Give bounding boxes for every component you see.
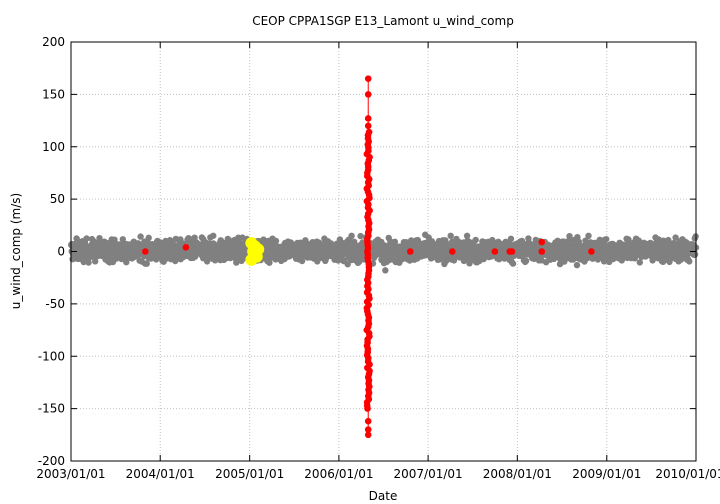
normal-point [472, 236, 479, 244]
normal-point [83, 235, 90, 242]
flagged-point [182, 244, 190, 251]
x-tick-label: 2008/01/01 [483, 467, 552, 481]
normal-point [85, 259, 92, 266]
flagged-point [364, 91, 372, 98]
flagged-point [364, 122, 372, 130]
y-tick-label: -100 [38, 349, 65, 363]
x-axis-ticks: 2003/01/01 2004/01/01 2005/01/01 2006/01/01… [36, 42, 720, 481]
normal-point [677, 256, 685, 263]
normal-point [443, 240, 450, 247]
highlight-data-layer [245, 237, 265, 266]
y-axis-ticks: -200 -150 -100 -50 0 50 100 150 200 [38, 35, 696, 468]
normal-point [585, 232, 592, 239]
flagged-point [508, 248, 516, 255]
y-axis-label: u_wind_comp (m/s) [9, 193, 23, 309]
x-tick-label: 2005/01/01 [215, 467, 284, 481]
x-axis-label: Date [369, 489, 398, 503]
x-tick-label: 2009/01/01 [572, 467, 641, 481]
normal-point [272, 237, 280, 245]
y-tick-label: 100 [42, 140, 65, 154]
normal-point [566, 235, 573, 243]
y-tick-label: -50 [45, 297, 65, 311]
y-tick-label: -200 [38, 454, 65, 468]
normal-point [137, 233, 144, 240]
normal-point [143, 260, 150, 267]
normal-data-layer [68, 231, 700, 274]
normal-point [686, 258, 693, 265]
flagged-data-layer [142, 75, 595, 439]
x-tick-label: 2004/01/01 [126, 467, 195, 481]
flagged-point [142, 248, 149, 255]
flagged-point [406, 248, 414, 255]
normal-outlier-point [573, 261, 581, 269]
y-tick-label: 150 [42, 87, 65, 101]
normal-outlier-point [421, 231, 429, 238]
highlight-point [252, 243, 265, 256]
x-tick-label: 2003/01/01 [36, 467, 105, 481]
flagged-point [449, 248, 456, 255]
flagged-point [538, 238, 546, 246]
flagged-point [364, 431, 372, 439]
normal-outlier-point [145, 234, 152, 242]
normal-point [672, 234, 679, 241]
normal-point [463, 232, 471, 239]
normal-point [522, 257, 530, 265]
normal-outlier-point [210, 232, 217, 239]
y-tick-label: 50 [50, 192, 65, 206]
y-tick-label: 200 [42, 35, 65, 49]
chart-title: CEOP CPPA1SGP E13_Lamont u_wind_comp [252, 14, 514, 28]
normal-point [525, 235, 532, 242]
flagged-point [364, 115, 372, 122]
normal-point [575, 238, 583, 245]
flagged-point [364, 417, 372, 425]
normal-point [191, 234, 198, 241]
x-tick-label: 2007/01/01 [394, 467, 463, 481]
normal-point [691, 251, 699, 258]
normal-point [603, 236, 610, 243]
flagged-point [588, 248, 595, 255]
normal-point [80, 258, 87, 266]
y-tick-label: -150 [38, 402, 65, 416]
x-tick-label: 2006/01/01 [304, 467, 373, 481]
normal-point [391, 238, 399, 245]
y-tick-label: 0 [57, 245, 65, 259]
normal-point [357, 232, 364, 240]
normal-outlier-point [382, 267, 389, 274]
flagged-point [491, 248, 499, 255]
flagged-point [364, 75, 372, 82]
flagged-point [538, 248, 546, 255]
x-tick-label: 2010/01/01 [655, 467, 720, 481]
normal-point [507, 235, 515, 242]
normal-point [348, 232, 355, 239]
normal-point [266, 259, 273, 266]
normal-point [344, 261, 351, 268]
normal-point [447, 232, 454, 239]
normal-point [636, 259, 643, 266]
flagged-point [364, 426, 372, 433]
normal-point [123, 259, 130, 266]
normal-point [509, 260, 517, 267]
flagged-spike-point [365, 128, 373, 136]
normal-point [226, 237, 233, 244]
normal-point [625, 236, 632, 243]
normal-point [92, 258, 99, 265]
normal-point [298, 257, 306, 265]
